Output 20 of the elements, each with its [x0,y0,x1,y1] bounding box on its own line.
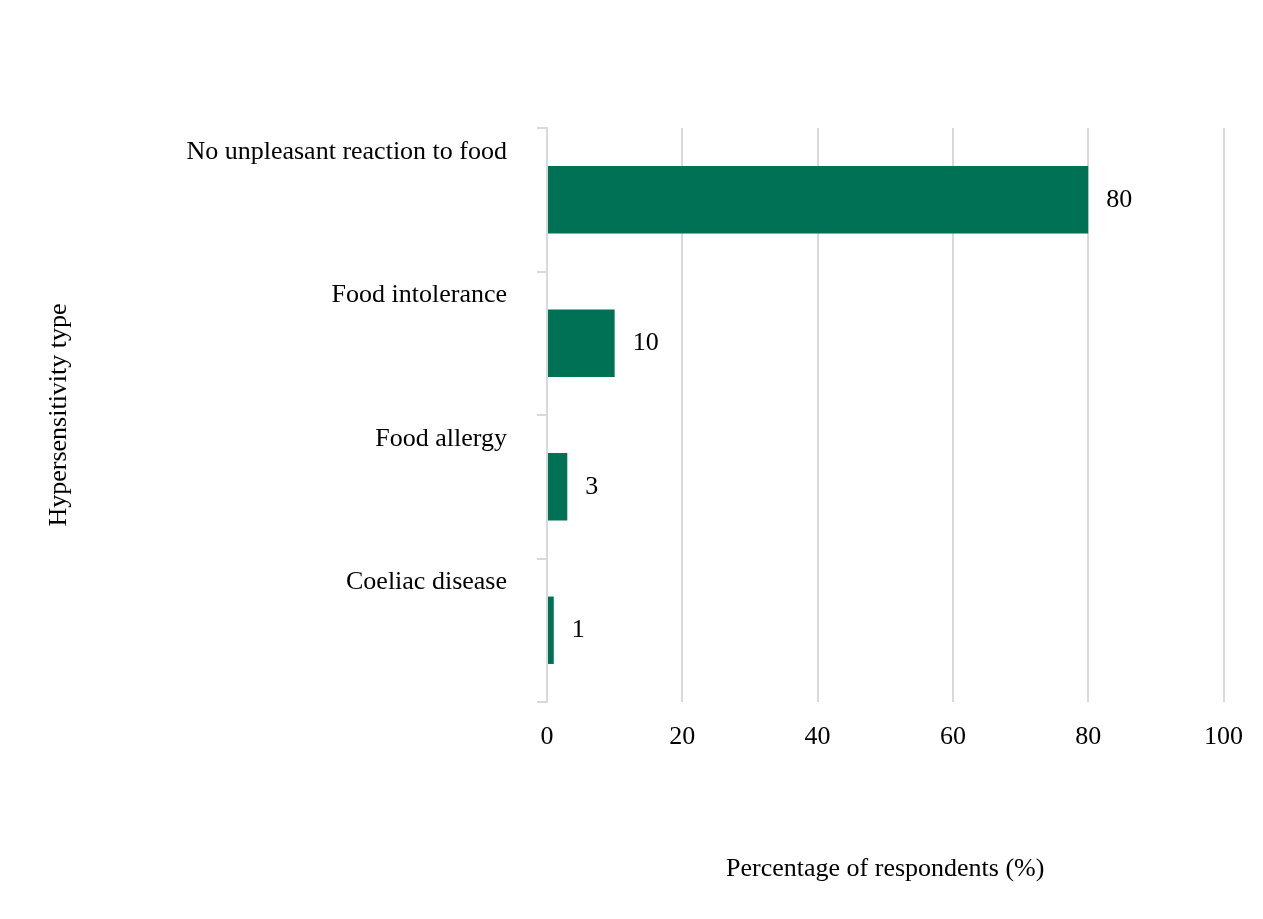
x-axis-title: Percentage of respondents (%) [726,853,1045,883]
bar [548,596,554,664]
x-tick-label: 20 [669,721,696,751]
x-tick-label: 60 [939,721,966,751]
y-tick-label: Food allergy [375,422,507,452]
x-tick-label: 40 [804,721,831,751]
y-axis-title: Hypersensitivity type [43,303,73,527]
y-tick-label: Coeliac disease [346,566,507,596]
data-label: 1 [571,614,585,644]
bar [548,309,615,377]
y-tick-label: Food intolerance [331,279,507,309]
x-tick-label: 0 [540,721,554,751]
bar [548,166,1089,234]
data-label: 3 [585,470,599,500]
data-label: 80 [1106,183,1133,213]
y-tick-label: No unpleasant reaction to food [186,135,507,165]
x-tick-label: 80 [1075,721,1102,751]
x-tick-label: 100 [1204,721,1243,751]
data-label: 10 [632,327,659,357]
bar [548,453,568,521]
